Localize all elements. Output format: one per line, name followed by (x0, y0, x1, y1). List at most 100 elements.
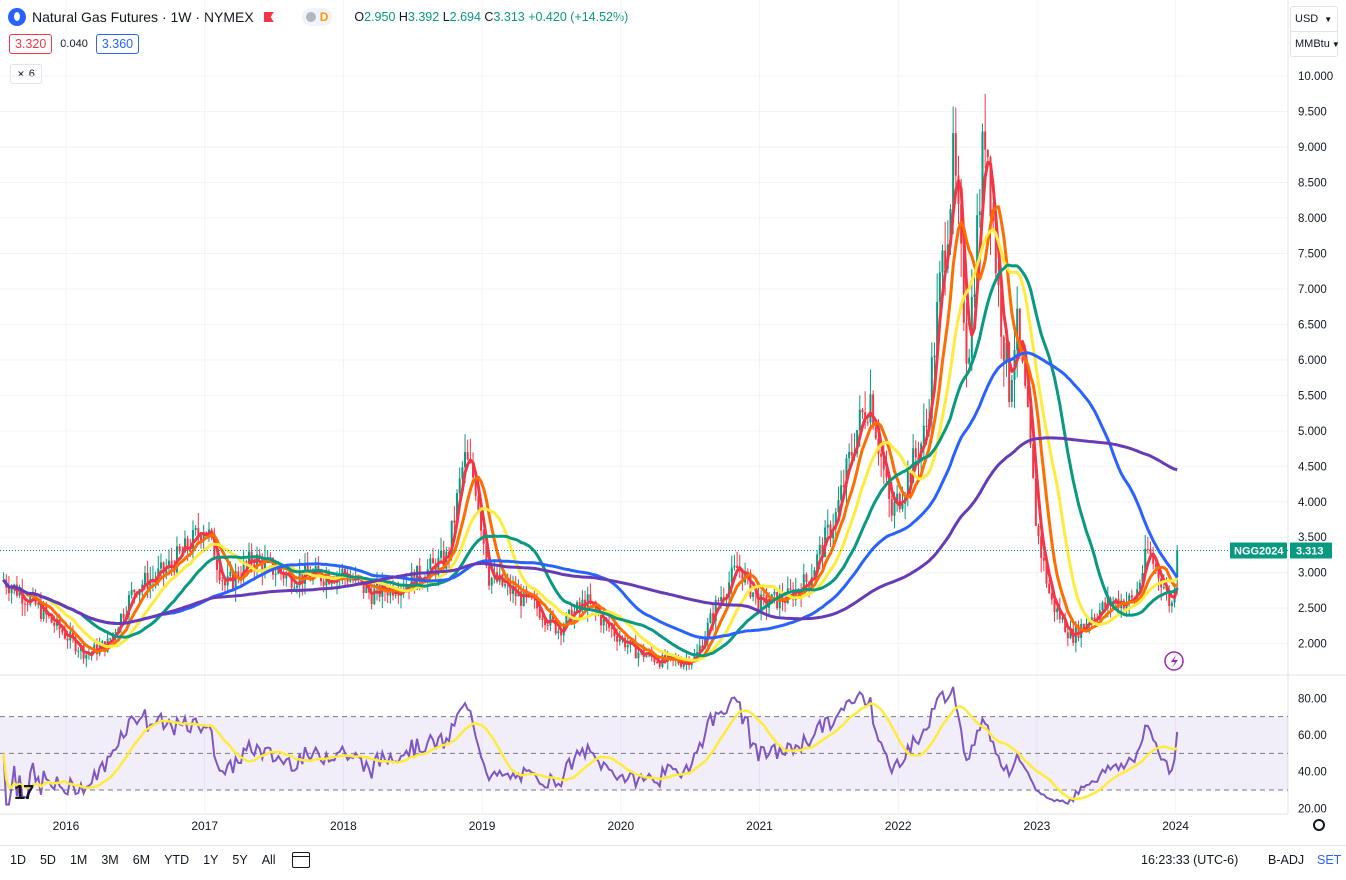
range-1y[interactable]: 1Y (203, 853, 219, 867)
indicators-toggle[interactable]: ✕ 6 (10, 64, 42, 84)
candle (933, 342, 936, 376)
session-toggle[interactable]: SET (1317, 853, 1342, 867)
candle-body (74, 637, 77, 652)
candle-body (1085, 623, 1088, 628)
candle-body (122, 614, 125, 619)
price-chart[interactable]: 10.000 9.500 9.000 8.500 8.000 7.500 7.000 6.50… (0, 0, 1346, 845)
candle (930, 342, 933, 444)
ohlc-values: O2.950 H3.392 L2.694 C3.313 +0.420 (+14.… (354, 10, 628, 24)
candle (837, 486, 840, 515)
candle-body (997, 273, 1000, 286)
sell-button[interactable]: 3.320 (9, 34, 53, 54)
range-5y[interactable]: 5Y (232, 853, 248, 867)
range-all[interactable]: All (261, 853, 276, 867)
candle-body (293, 587, 296, 589)
candle-body (290, 572, 293, 588)
candle (1149, 541, 1152, 557)
backadjust-toggle[interactable]: B-ADJ (1268, 853, 1305, 867)
range-ytd[interactable]: YTD (164, 853, 190, 867)
price-tick-label: 4.000 (1298, 497, 1327, 509)
gear-icon[interactable] (1313, 819, 1325, 831)
candle-body (1138, 582, 1141, 590)
candle-body (1002, 336, 1005, 361)
candle-body (882, 456, 885, 470)
candle (194, 525, 197, 536)
candle-body (349, 578, 352, 582)
candle (226, 563, 229, 591)
range-1d[interactable]: 1D (10, 853, 26, 867)
price-tick-label: 6.000 (1298, 355, 1327, 367)
range-3m[interactable]: 3M (101, 853, 119, 867)
moving-average-line (2, 351, 1179, 640)
candle (882, 440, 885, 485)
candle (71, 625, 74, 643)
candle-body (698, 645, 701, 653)
candle-body (341, 568, 344, 575)
candle-body (645, 655, 648, 658)
flag-icon[interactable] (263, 12, 274, 22)
candle (237, 566, 240, 584)
symbol-title[interactable]: Natural Gas Futures · 1W · NYMEX (32, 9, 254, 25)
time-tick-label: 2021 (746, 819, 773, 833)
candle (970, 269, 973, 372)
lightning-icon[interactable] (1164, 651, 1184, 671)
candle-body (365, 585, 368, 593)
candle-body (512, 587, 515, 594)
range-1m[interactable]: 1M (69, 853, 88, 867)
range-5d[interactable]: 5D (39, 853, 56, 867)
candle (626, 636, 629, 655)
spread-value: 0.040 (60, 38, 88, 50)
candle-body (472, 461, 475, 478)
rsi-tick-label: 40.00 (1298, 767, 1327, 779)
candle (1053, 599, 1056, 622)
time-tick-label: 2020 (607, 819, 634, 833)
candle (554, 618, 557, 636)
unit-select[interactable]: MMBtu ▼ (1291, 31, 1340, 56)
candle-body (840, 485, 843, 501)
candle-body (10, 587, 13, 594)
candle-body (933, 355, 936, 358)
candle-body (890, 498, 893, 516)
rsi-axis: 80.00 60.00 40.00 20.00 (1298, 693, 1327, 815)
time-tick-label: 2018 (330, 819, 357, 833)
candle-body (989, 157, 992, 217)
candle-body (634, 642, 637, 659)
buy-button[interactable]: 3.360 (95, 34, 140, 54)
candle-body (709, 613, 712, 623)
candle-body (874, 426, 877, 439)
candle-body (554, 619, 557, 634)
clock-display[interactable]: 16:23:33 (UTC-6) (1141, 853, 1239, 867)
calendar-icon[interactable] (292, 852, 310, 868)
candle-body (429, 558, 432, 570)
candle-body (1000, 285, 1003, 337)
candle-body (1008, 342, 1011, 403)
candle-body (23, 603, 26, 605)
candle-body (1141, 573, 1144, 583)
candle-body (504, 584, 507, 586)
candle (1146, 536, 1149, 554)
price-tick-label: 4.500 (1298, 461, 1327, 473)
price-tick-label: 6.500 (1298, 319, 1327, 331)
candle-body (600, 614, 603, 626)
candle (661, 651, 664, 669)
candle (880, 449, 883, 477)
range-6m[interactable]: 6M (132, 853, 151, 867)
candle (162, 561, 165, 588)
price-tag-symbol: NGG2024 (1234, 545, 1284, 557)
currency-select[interactable]: USD ▼ (1291, 7, 1337, 31)
price-axis: 10.000 9.500 9.000 8.500 8.000 7.500 7.000 6.50… (1298, 71, 1333, 650)
delayed-indicator: D (319, 10, 329, 24)
candle-body (330, 582, 333, 585)
currency-unit-selector[interactable]: USD ▼ MMBtu ▼ (1290, 6, 1340, 57)
data-status-pill[interactable]: D (301, 8, 333, 26)
candle-body (749, 572, 752, 597)
candle-body (50, 616, 53, 623)
candle-body (941, 250, 944, 273)
candle (221, 576, 224, 591)
tradingview-logo-icon[interactable]: 17 (14, 782, 34, 804)
status-dot-icon (305, 12, 316, 22)
candle-body (872, 394, 875, 427)
candle-body (965, 322, 968, 364)
price-tick-label: 9.000 (1298, 142, 1327, 154)
